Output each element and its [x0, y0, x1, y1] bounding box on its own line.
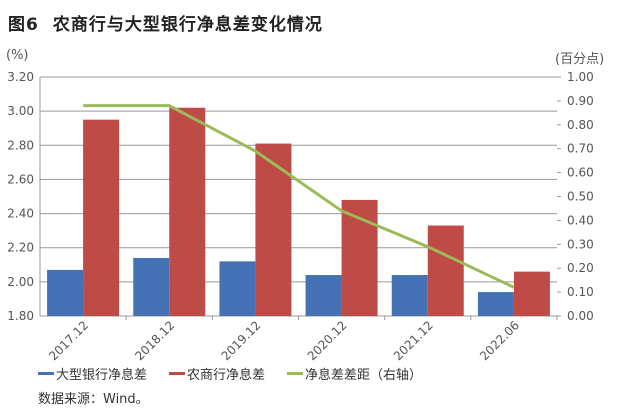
figure-title-text: 农商行与大型银行净息差变化情况 [52, 15, 323, 35]
x-tick-label: 2019.12 [219, 318, 264, 363]
left-tick-label: 2.00 [7, 275, 34, 289]
legend-swatch [169, 372, 186, 375]
x-tick-label: 2021.12 [391, 318, 436, 363]
bar-rural-banks [83, 119, 120, 316]
x-tick-label: 2020.12 [305, 318, 350, 363]
legend-item-gap: 净息差差距（右轴） [287, 364, 422, 383]
bar-large-banks [391, 275, 428, 316]
bar-large-banks [219, 261, 256, 316]
left-tick-label: 2.80 [7, 138, 34, 152]
legend-swatch [38, 372, 54, 375]
source-note: 数据来源：Wind。 [38, 392, 149, 407]
right-tick-label: 0.60 [567, 166, 594, 180]
bar-rural-banks [169, 107, 206, 316]
right-tick-label: 0.20 [567, 261, 594, 275]
right-tick-label: 0.50 [567, 190, 594, 204]
left-tick-label: 3.20 [7, 70, 34, 84]
right-tick-label: 0.10 [567, 285, 594, 299]
right-tick-label: 0.30 [567, 237, 594, 251]
bar-large-banks [305, 275, 342, 316]
bar-large-banks [133, 257, 170, 316]
line-gap [83, 104, 515, 289]
bar-rural-banks [513, 271, 550, 316]
bar-rural-banks [255, 143, 292, 316]
x-tick-label: 2017.12 [46, 318, 91, 363]
right-tick-label: 0.90 [567, 94, 594, 108]
legend-label: 净息差差距（右轴） [305, 368, 423, 383]
right-tick-label: 1.00 [567, 70, 594, 84]
left-tick-label: 3.00 [7, 104, 34, 118]
right-tick-label: 0.40 [567, 213, 594, 227]
legend-label: 农商行净息差 [187, 368, 266, 383]
legend-swatch [287, 372, 304, 375]
right-tick-label: 0.00 [567, 309, 594, 323]
left-tick-label: 2.60 [7, 172, 34, 186]
bar-rural-banks [427, 225, 464, 316]
right-axis-unit: (百分点) [555, 52, 605, 67]
left-tick-label: 1.80 [7, 309, 34, 323]
x-tick-label: 2022.06 [477, 318, 522, 363]
figure-number: 图6 [8, 15, 39, 35]
legend-item-rural-banks: 农商行净息差 [169, 364, 265, 383]
right-tick-label: 0.70 [567, 142, 594, 156]
left-tick-label: 2.20 [7, 241, 34, 255]
bar-large-banks [47, 269, 84, 316]
legend: 大型银行净息差 农商行净息差 净息差差距（右轴） [38, 364, 422, 383]
left-axis-unit: (%) [6, 48, 29, 63]
legend-item-large-banks: 大型银行净息差 [38, 364, 147, 383]
left-tick-label: 2.40 [7, 207, 34, 221]
figure-title: 图6 农商行与大型银行净息差变化情况 [8, 10, 323, 35]
legend-label: 大型银行净息差 [56, 368, 148, 383]
right-tick-label: 0.80 [567, 118, 594, 132]
x-tick-label: 2018.12 [132, 318, 177, 363]
bar-large-banks [477, 292, 514, 316]
